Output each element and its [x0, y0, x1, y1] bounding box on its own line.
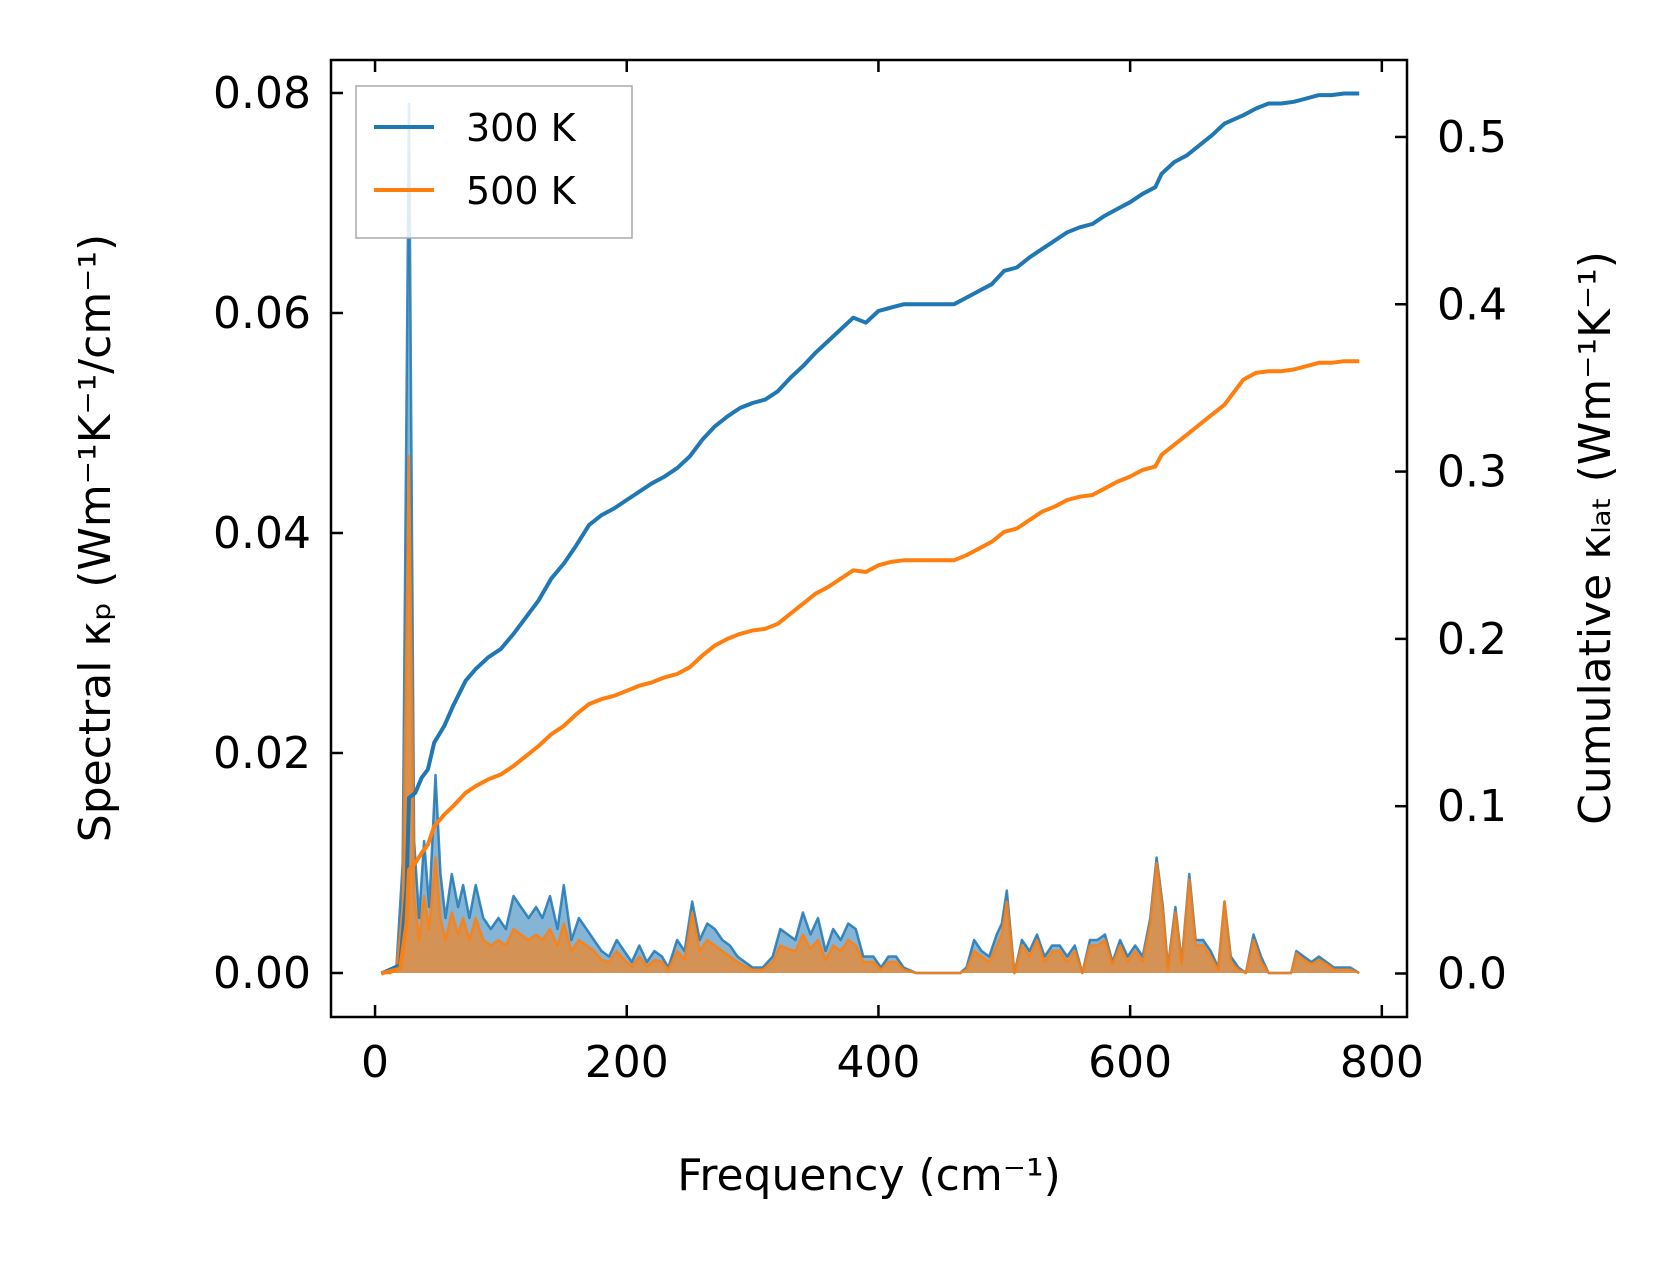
y2-tick-label: 0.3 [1437, 447, 1507, 498]
y2-tick-label: 0.5 [1437, 112, 1507, 163]
cumulative-line-layer [380, 91, 1360, 976]
legend-label-300k: 300 K [466, 106, 577, 150]
spectral-area-500k [381, 456, 1360, 973]
spectral-line-500k [381, 454, 1360, 975]
axis-ticks: 0 200 400 600 800 0.00 0.02 0.04 0.06 0.08 0.0 0.1 0… [213, 60, 1507, 1088]
x-tick-label: 200 [585, 1037, 669, 1088]
legend: 300 K 500 K [355, 85, 633, 239]
y2-tick-label: 0.4 [1437, 279, 1507, 330]
x-tick-label: 800 [1340, 1037, 1424, 1088]
x-tick-label: 600 [1088, 1037, 1172, 1088]
legend-box [355, 85, 633, 239]
spectral-fill-layer [381, 102, 1360, 975]
y2-tick-label: 0.2 [1437, 614, 1507, 665]
y2-tick-label: 0.0 [1437, 949, 1507, 1000]
x-axis-label: Frequency (cm⁻¹) [677, 1150, 1061, 1201]
y2-axis-label: Cumulative κₗₐₜ (Wm⁻¹K⁻¹) [1570, 251, 1621, 825]
cumulative-line-500k [380, 359, 1360, 976]
x-tick-label: 0 [361, 1037, 389, 1088]
y-tick-label: 0.04 [213, 508, 311, 559]
legend-label-500k: 500 K [466, 169, 577, 213]
y-tick-label: 0.08 [213, 68, 311, 119]
plot-frame [329, 58, 1409, 1019]
y-tick-label: 0.00 [213, 948, 311, 999]
cumulative-line-300k [380, 91, 1360, 976]
y2-tick-label: 0.1 [1437, 781, 1507, 832]
y-tick-label: 0.02 [213, 728, 311, 779]
y-tick-label: 0.06 [213, 288, 311, 339]
x-tick-label: 400 [836, 1037, 920, 1088]
y-axis-label: Spectral κₚ (Wm⁻¹K⁻¹/cm⁻¹) [70, 234, 121, 842]
